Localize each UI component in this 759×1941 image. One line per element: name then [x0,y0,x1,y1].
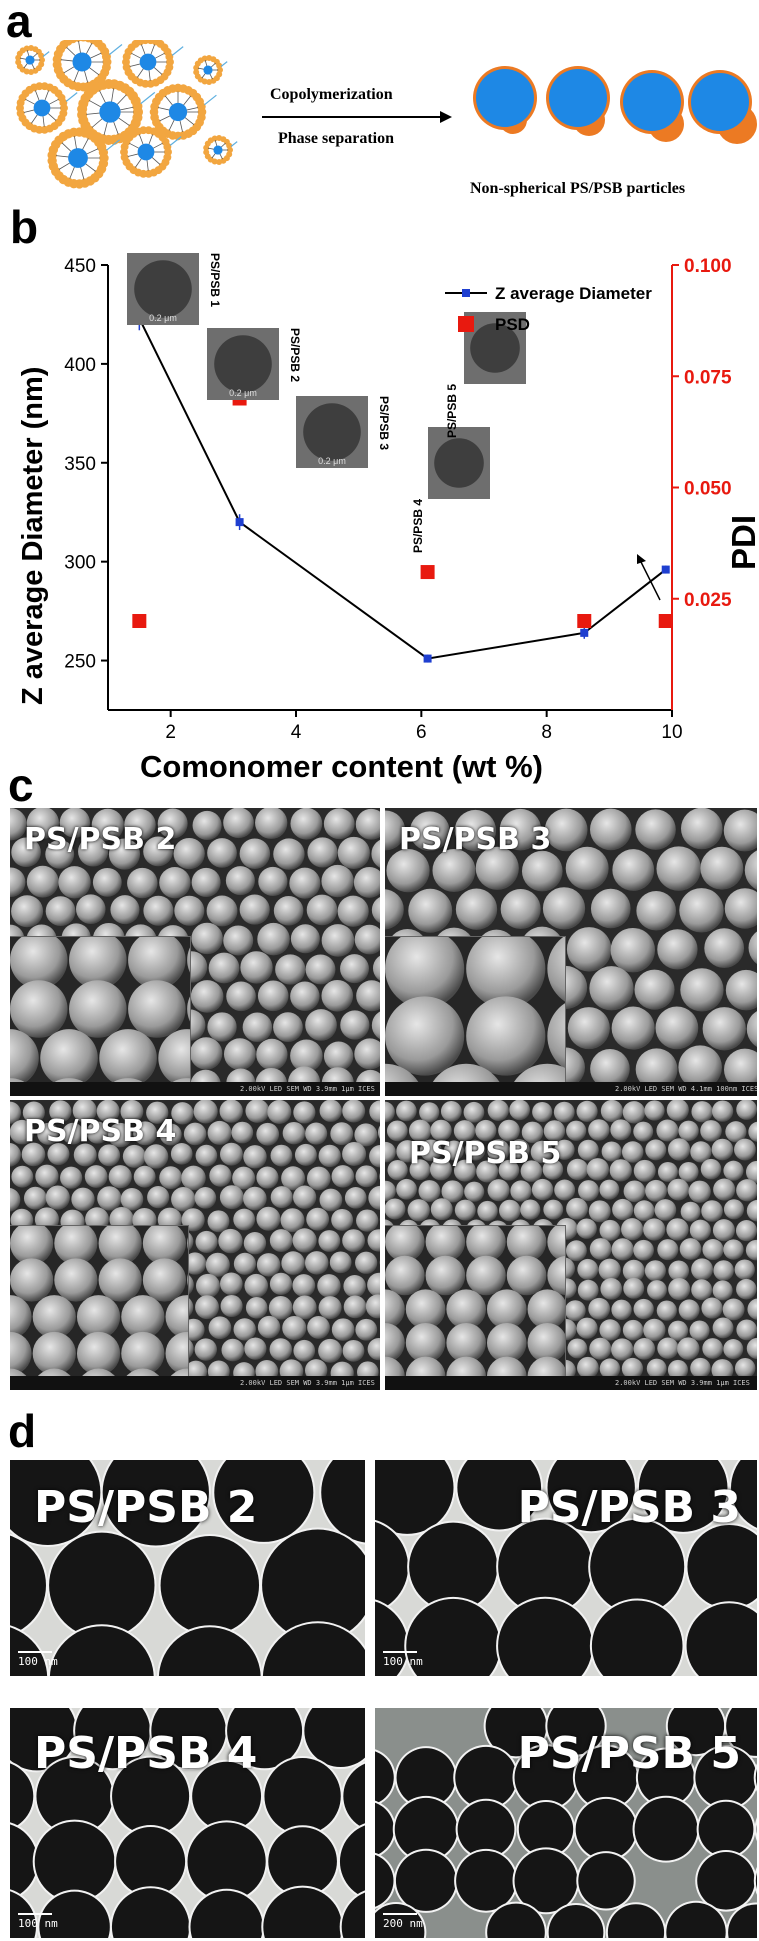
y-left-tick-label: 400 [64,355,96,376]
y-axis-right-label: PDI [725,515,759,570]
tem-inset: 0.2 μm PS/PSB 2 [207,328,302,400]
inset-scale: 0.2 μm [318,456,346,466]
micelle [193,55,228,85]
legend-label-psd: PSD [495,315,530,334]
tem-image-psb5: PS/PSB 5 200 nm [375,1708,757,1938]
panel-label-b: b [10,201,39,253]
sem-info-bar: 2.00kV LED SEM WD 3.9mm 1μm ICES [10,1376,380,1390]
micelle [47,127,120,189]
psd-point [420,565,435,580]
panel-label-d: d [8,1405,37,1457]
micelle [16,82,78,134]
z-average-point [661,565,670,574]
y-right-tick-label: 0.100 [684,256,732,277]
tem-image-psb4: PS/PSB 4 100 nm [10,1708,365,1938]
tem-particle-field [10,1708,365,1938]
schematic [15,40,757,189]
arrow-label-phase-separation: Phase separation [278,130,394,147]
tem-label-psb2: PS/PSB 2 [34,1482,258,1533]
sem-label-psb5: PS/PSB 5 [409,1136,562,1171]
ps-psb-particle [620,70,684,142]
micelle [203,135,238,165]
y-right-tick-label: 0.025 [684,590,732,611]
sem-inset-magnified [385,1222,587,1390]
tem-particle-field [375,1708,757,1938]
sem-info-bar: 2.00kV LED SEM WD 3.9mm 1μm ICES [10,1082,380,1096]
x-tick-label: 10 [661,722,682,743]
z-average-point [235,518,244,527]
legend-label-z-average: Z average Diameter [495,284,652,303]
tem-scale-bar: 100 nm [383,1651,423,1668]
tem-inset: 0.2 μm PS/PSB 1 [127,253,222,325]
inset-scale: 0.2 μm [229,388,257,398]
psd-point [658,614,673,628]
micelle-cluster [15,40,238,189]
y-left-tick-label: 300 [64,553,96,574]
inset-label: PS/PSB 2 [288,328,302,382]
tem-inset: PS/PSB 4 [411,427,490,553]
panel-label-a: a [6,0,32,47]
legend: Z average Diameter PSD [445,284,652,334]
tem-inset: 0.2 μm PS/PSB 3 [296,396,391,468]
tem-particle-field [375,1460,757,1676]
inset-label: PS/PSB 5 [445,384,459,438]
tem-scale-bar: 200 nm [383,1913,423,1930]
micelle [120,126,182,178]
particles-caption: Non-spherical PS/PSB particles [470,180,686,197]
sem-info-bar: 2.00kV LED SEM WD 4.1mm 100nm ICES [385,1082,757,1096]
non-spherical-particles [473,66,757,144]
y-left-tick-label: 450 [64,256,96,277]
inset-arrow [639,559,661,601]
tem-scale-bar: 100 nm [18,1913,58,1930]
sem-info-bar: 2.00kV LED SEM WD 3.9mm 1μm ICES [385,1376,757,1390]
x-axis-label: Comonomer content (wt %) [140,749,543,784]
tem-label-psb4: PS/PSB 4 [34,1728,258,1779]
tem-label-psb5: PS/PSB 5 [517,1728,741,1779]
tem-image-psb3: PS/PSB 3 100 nm [375,1460,757,1676]
inset-label: PS/PSB 4 [411,499,425,553]
y-left-tick-label: 250 [64,652,96,673]
sem-image-psb5: PS/PSB 5 2.00kV LED SEM WD 3.9mm 1μm ICE… [385,1100,757,1390]
sem-label-psb2: PS/PSB 2 [24,822,177,857]
z-average-point [580,628,589,637]
sem-image-psb2: PS/PSB 2 2.00kV LED SEM WD 3.9mm 1μm ICE… [10,808,380,1096]
y-axis-left-label: Z average Diameter (nm) [17,367,49,705]
inset-label: PS/PSB 1 [208,253,222,307]
arrow-label-copolymerization: Copolymerization [270,86,393,103]
x-tick-label: 4 [291,722,302,743]
sem-label-psb4: PS/PSB 4 [24,1114,177,1149]
inset-label: PS/PSB 3 [377,396,391,450]
sem-inset-magnified [10,931,245,1096]
tem-label-psb3: PS/PSB 3 [517,1482,741,1533]
diameter-pdi-chart: 2 4 6 8 10 250 300 350 400 450 0.025 0.050 0.075 0.10… [17,253,759,784]
inset-scale: 0.2 μm [149,313,177,323]
sem-inset-magnified [10,1221,231,1390]
y-left-tick-label: 350 [64,454,96,475]
y-right-tick-label: 0.050 [684,479,732,500]
sem-image-psb3: PS/PSB 3 2.00kV LED SEM WD 4.1mm 100nm I… [385,808,757,1096]
sem-image-psb4: PS/PSB 4 2.00kV LED SEM WD 3.9mm 1μm ICE… [10,1100,380,1390]
tem-inset: PS/PSB 5 [445,312,526,438]
psd-point [132,614,147,628]
tem-particle-field [10,1460,365,1676]
ps-psb-particle [688,70,757,144]
y-right-tick-label: 0.075 [684,367,732,388]
z-average-point [423,654,432,663]
tem-scale-bar: 100 nm [18,1651,58,1668]
micelle [122,40,184,88]
reaction-arrow [262,111,452,123]
micelle [149,83,217,141]
x-tick-label: 2 [165,722,176,743]
micelle [15,45,50,75]
sem-inset-magnified [385,929,627,1096]
x-tick-label: 6 [416,722,427,743]
sem-label-psb3: PS/PSB 3 [399,822,552,857]
psd-point [577,614,592,628]
tem-image-psb2: PS/PSB 2 100 nm [10,1460,365,1676]
ps-psb-particle [546,66,610,136]
x-tick-label: 8 [541,722,552,743]
ps-psb-particle [473,66,537,134]
panel-label-c: c [8,759,34,811]
